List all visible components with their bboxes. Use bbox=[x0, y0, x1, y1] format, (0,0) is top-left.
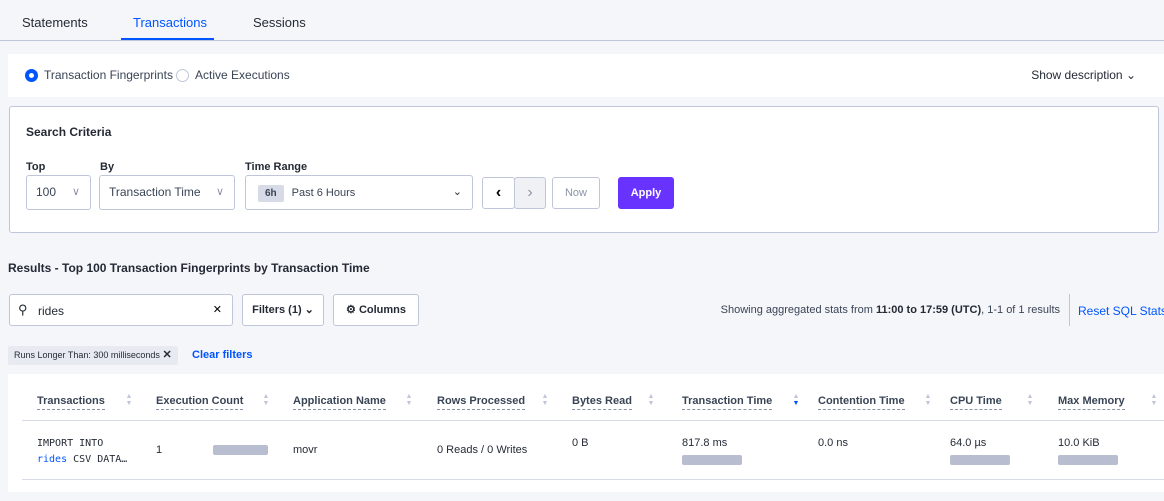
chevron-down-icon: ∨ bbox=[71, 186, 80, 198]
sort-descending-icon[interactable]: ▲ ▼ bbox=[792, 393, 800, 407]
chevron-right-icon: › bbox=[527, 184, 533, 201]
time-badge: 6h bbox=[258, 185, 284, 202]
chevron-down-icon: ∨ bbox=[215, 186, 224, 198]
time-range-value: Past 6 Hours bbox=[291, 187, 356, 199]
columns-label: Columns bbox=[358, 304, 406, 316]
by-value: Transaction Time bbox=[109, 185, 201, 199]
transaction-time-bar bbox=[682, 455, 742, 465]
filter-chip-label: Runs Longer Than: 300 milliseconds bbox=[14, 350, 160, 360]
remove-filter-icon[interactable]: ✕ bbox=[162, 349, 172, 361]
top-select[interactable]: 100 ∨ bbox=[26, 175, 91, 210]
header-cpu-time[interactable]: CPU Time bbox=[950, 395, 1002, 410]
header-bytes-read[interactable]: Bytes Read bbox=[572, 395, 632, 410]
execution-count-bar bbox=[213, 445, 268, 455]
sort-icon[interactable]: ▲ ▼ bbox=[924, 393, 932, 407]
sort-icon[interactable]: ▲ ▼ bbox=[1150, 393, 1158, 407]
header-contention-time[interactable]: Contention Time bbox=[818, 395, 905, 410]
now-button[interactable]: Now bbox=[552, 177, 600, 209]
chevron-down-icon: ⌄ bbox=[304, 304, 314, 316]
view-selector: Transaction Fingerprints Active Executio… bbox=[8, 54, 1164, 97]
summary-suffix: , 1-1 of 1 results bbox=[981, 304, 1060, 316]
time-range-label: Time Range bbox=[245, 161, 308, 173]
bytes-read: 0 B bbox=[572, 437, 589, 449]
search-criteria-panel: Search Criteria Top By Time Range 100 ∨ T… bbox=[9, 106, 1159, 233]
sort-icon[interactable]: ▲ ▼ bbox=[541, 393, 549, 407]
clear-search-icon[interactable]: ✕ bbox=[212, 304, 222, 316]
search-icon: ⚲ bbox=[18, 302, 28, 317]
next-range-button[interactable]: › bbox=[514, 177, 546, 209]
radio-fingerprints-label[interactable]: Transaction Fingerprints bbox=[44, 68, 173, 82]
sort-icon[interactable]: ▲ ▼ bbox=[125, 393, 133, 407]
divider bbox=[1069, 294, 1070, 326]
filters-button[interactable]: Filters (1) ⌄ bbox=[242, 294, 324, 326]
max-memory-bar bbox=[1058, 455, 1118, 465]
sort-icon[interactable]: ▲ ▼ bbox=[1026, 393, 1034, 407]
chevron-left-icon: ‹ bbox=[495, 184, 502, 201]
filter-chip: Runs Longer Than: 300 milliseconds ✕ bbox=[8, 346, 178, 365]
header-application-name[interactable]: Application Name bbox=[293, 395, 386, 410]
sort-icon[interactable]: ▲ ▼ bbox=[647, 393, 655, 407]
tab-statements[interactable]: Statements bbox=[22, 15, 88, 30]
summary-prefix: Showing aggregated stats from bbox=[720, 304, 876, 316]
tab-sessions[interactable]: Sessions bbox=[253, 15, 306, 30]
apply-button[interactable]: Apply bbox=[618, 177, 674, 209]
reset-sql-stats-link[interactable]: Reset SQL Stats bbox=[1078, 304, 1164, 318]
header-divider bbox=[22, 420, 1164, 421]
transactions-table bbox=[8, 374, 1164, 492]
chevron-down-icon: ⌄ bbox=[1125, 68, 1136, 82]
by-select[interactable]: Transaction Time ∨ bbox=[99, 175, 235, 210]
active-tab-indicator bbox=[121, 38, 214, 40]
radio-active-label[interactable]: Active Executions bbox=[195, 68, 290, 82]
sort-icon[interactable]: ▲ ▼ bbox=[405, 393, 413, 407]
tx-keyword: rides bbox=[37, 454, 68, 465]
search-input[interactable]: ⚲ rides ✕ bbox=[9, 294, 233, 326]
show-description-label: Show description bbox=[1031, 68, 1123, 82]
previous-range-button[interactable]: ‹ bbox=[482, 177, 515, 209]
top-value: 100 bbox=[36, 185, 57, 199]
cpu-time: 64.0 µs bbox=[950, 437, 987, 449]
columns-button[interactable]: ⚙ Columns bbox=[333, 294, 419, 326]
rows-processed: 0 Reads / 0 Writes bbox=[437, 444, 528, 456]
clear-filters-link[interactable]: Clear filters bbox=[192, 349, 253, 361]
header-transactions[interactable]: Transactions bbox=[37, 395, 105, 410]
header-execution-count[interactable]: Execution Count bbox=[156, 395, 244, 410]
gear-icon: ⚙ bbox=[346, 304, 356, 316]
transaction-link[interactable]: IMPORT INTO rides CSV DATA… bbox=[37, 436, 127, 468]
sort-icon[interactable]: ▲ ▼ bbox=[262, 393, 270, 407]
header-transaction-time[interactable]: Transaction Time bbox=[682, 395, 773, 410]
header-rows-processed[interactable]: Rows Processed bbox=[437, 395, 526, 410]
results-summary: Showing aggregated stats from 11:00 to 1… bbox=[721, 304, 1060, 316]
time-range-select[interactable]: 6h Past 6 Hours ⌄ bbox=[245, 175, 473, 210]
application-name: movr bbox=[293, 444, 318, 456]
radio-fingerprints[interactable] bbox=[25, 69, 38, 82]
chevron-down-icon: ⌄ bbox=[452, 186, 462, 198]
search-value: rides bbox=[38, 304, 65, 318]
execution-count: 1 bbox=[156, 444, 163, 456]
radio-active-executions[interactable] bbox=[176, 69, 189, 82]
search-criteria-title: Search Criteria bbox=[26, 125, 112, 139]
max-memory: 10.0 KiB bbox=[1058, 437, 1100, 449]
tx-text: IMPORT INTO bbox=[37, 438, 104, 449]
contention-time: 0.0 ns bbox=[818, 437, 848, 449]
filters-label: Filters (1) bbox=[252, 304, 302, 316]
tab-divider bbox=[0, 40, 1164, 41]
cpu-time-bar bbox=[950, 455, 1010, 465]
tab-transactions[interactable]: Transactions bbox=[133, 15, 207, 30]
results-title: Results - Top 100 Transaction Fingerprin… bbox=[8, 261, 370, 275]
header-max-memory[interactable]: Max Memory bbox=[1058, 395, 1125, 410]
transaction-time: 817.8 ms bbox=[682, 437, 728, 449]
row-divider bbox=[22, 479, 1164, 480]
tx-text: CSV DATA… bbox=[67, 454, 128, 465]
show-description-button[interactable]: Show description ⌄ bbox=[1031, 68, 1136, 82]
top-label: Top bbox=[26, 161, 46, 173]
by-label: By bbox=[100, 161, 115, 173]
summary-range: 11:00 to 17:59 (UTC) bbox=[875, 304, 982, 316]
